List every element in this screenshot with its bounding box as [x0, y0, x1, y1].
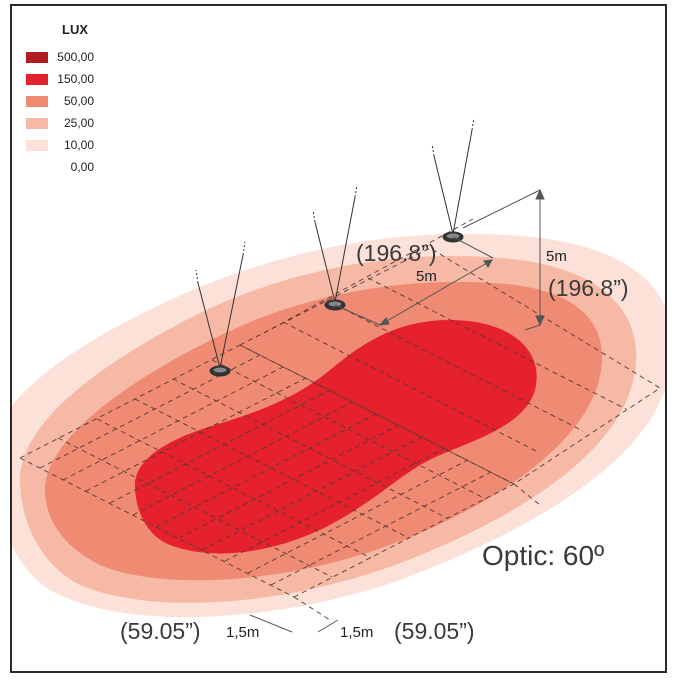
legend-item: 0,00 — [26, 156, 94, 178]
offset-right-inches-label: (59.05”) — [394, 618, 475, 644]
floor-grid — [19, 218, 661, 621]
spacing-inches-label: (196.8”) — [356, 240, 437, 266]
legend-value: 150,00 — [57, 72, 94, 86]
offset-left-value-label: 1,5m — [226, 624, 260, 641]
legend-swatch — [26, 73, 48, 85]
legend-swatch — [26, 51, 48, 63]
legend: LUX 500,00 150,00 50,00 25,00 10,00 0,00 — [26, 22, 94, 178]
legend-item: 150,00 — [26, 68, 94, 90]
luminaire-left — [195, 241, 246, 377]
legend-value: 50,00 — [63, 94, 94, 108]
legend-value: 0,00 — [70, 160, 94, 174]
legend-value: 500,00 — [57, 50, 94, 64]
optic-label: Optic: 60º — [482, 540, 605, 571]
legend-swatch — [26, 95, 48, 107]
spacing-value-label: 5m — [416, 268, 437, 285]
legend-swatch — [26, 139, 48, 151]
legend-item: 500,00 — [26, 46, 94, 68]
legend-item: 50,00 — [26, 90, 94, 112]
legend-item: 10,00 — [26, 134, 94, 156]
dimension-lines — [249, 188, 545, 633]
height-value-label: 5m — [546, 248, 567, 265]
legend-value: 25,00 — [63, 116, 94, 130]
legend-swatch — [26, 117, 48, 129]
legend-title: LUX — [62, 22, 88, 37]
offset-left-inches-label: (59.05”) — [120, 618, 201, 644]
height-inches-label: (196.8”) — [548, 275, 629, 301]
offset-right-value-label: 1,5m — [340, 624, 374, 641]
legend-value: 10,00 — [63, 138, 94, 152]
zone-150-lux — [135, 320, 537, 554]
legend-item: 25,00 — [26, 112, 94, 134]
luminaire-right — [431, 117, 475, 243]
legend-swatch — [26, 161, 48, 173]
